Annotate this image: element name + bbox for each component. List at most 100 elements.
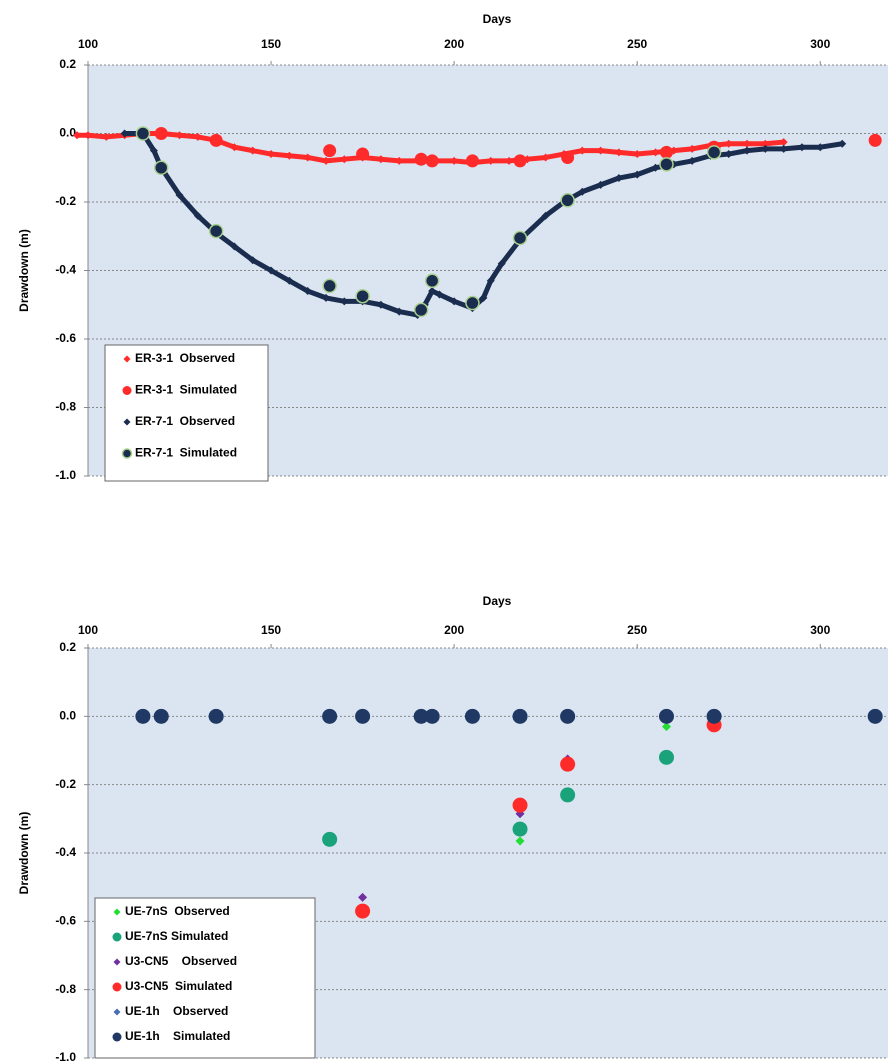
data-point [465,154,479,168]
x-tick-label: 250 [627,623,647,637]
data-point [512,708,528,724]
data-point [285,276,294,285]
data-point [724,139,733,148]
data-point [560,708,576,724]
data-point [560,787,576,803]
data-point [355,903,371,919]
legend-marker [112,1032,122,1042]
legend-label: UE-7nS Observed [125,904,230,918]
y-tick-label: -0.4 [55,263,76,277]
data-point [614,174,623,183]
legend-marker [123,355,131,363]
data-point [356,147,370,161]
legend-marker [113,958,121,966]
data-point [84,131,92,140]
legend-marker [123,418,131,426]
data-point [561,150,575,164]
legend-label: ER-3-1 Simulated [135,383,237,397]
y-axis-title: Drawdown (m) [17,229,31,312]
data-point [285,151,294,160]
data-point [450,297,459,306]
x-tick-label: 100 [78,623,98,637]
data-point [230,242,239,251]
legend-label: UE-7nS Simulated [125,929,228,943]
y-tick-label: -0.8 [55,400,76,414]
data-point [450,156,459,165]
data-point [464,708,480,724]
data-point [323,144,337,158]
data-point [486,156,495,165]
data-point [248,146,257,155]
legend-label: ER-7-1 Observed [135,414,235,428]
data-point [651,148,660,157]
data-point [435,290,444,299]
data-point [505,156,514,165]
data-point [761,144,770,153]
data-point [153,708,169,724]
legend-marker [122,386,132,395]
data-point [658,749,674,765]
y-tick-label: 0.2 [59,57,76,71]
data-point [761,139,770,148]
y-tick-label: 0.0 [59,709,76,723]
y-tick-label: -0.8 [55,982,76,996]
legend-marker [113,908,121,916]
data-point [497,259,506,268]
data-point [596,180,605,189]
data-point [102,132,111,141]
data-point [424,708,440,724]
data-point [578,187,587,196]
data-point [688,144,697,153]
x-axis-title: Days [483,12,512,26]
x-axis-title: Days [483,594,512,608]
data-point [413,708,429,724]
x-tick-label: 300 [810,37,830,51]
data-point [358,892,368,902]
x-tick-label: 200 [444,37,464,51]
legend-label: U3-CN5 Simulated [125,979,232,993]
data-point [651,163,660,172]
legend-label: UE-1h Simulated [125,1029,230,1043]
data-point [424,273,440,289]
y-tick-label: 0.0 [59,126,76,140]
legend-label: ER-7-1 Simulated [135,446,237,460]
data-point [414,152,428,166]
data-point [395,156,404,165]
data-point [248,256,257,265]
data-point [658,708,674,724]
y-tick-label: -0.6 [55,914,76,928]
legend-box [94,897,316,1059]
data-point [578,146,587,155]
data-point [838,139,847,148]
data-point [633,170,642,179]
data-point [541,153,550,162]
data-point [816,143,825,152]
y-axis-title: Drawdown (m) [17,812,31,895]
data-point [376,155,385,164]
data-point [633,150,642,159]
data-point [706,708,722,724]
data-point [120,129,129,138]
data-point [743,146,752,155]
data-point [659,145,673,159]
legend-marker [112,932,122,942]
data-point [688,156,697,165]
data-point [779,144,788,153]
data-point [413,302,429,318]
y-tick-label: -0.6 [55,331,76,345]
legend-marker [112,982,122,992]
data-point [376,300,385,309]
data-point [425,154,439,168]
data-point [193,211,202,220]
data-point [428,287,437,296]
legend-label: UE-1h Observed [125,1004,228,1018]
data-point [479,293,488,302]
data-point [512,230,528,246]
data-point [465,295,480,311]
data-point [303,287,312,296]
data-point [515,836,525,846]
data-point [340,155,349,164]
data-point [175,131,184,140]
x-tick-label: 300 [810,623,830,637]
